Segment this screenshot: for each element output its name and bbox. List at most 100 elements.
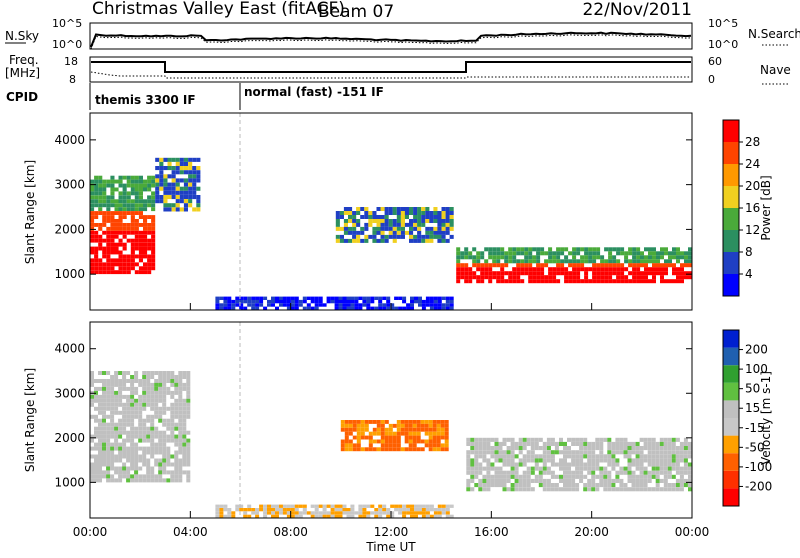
power-cell	[396, 226, 401, 231]
velocity-cell	[571, 437, 576, 442]
freq-panel: Freq. [MHz] 18 8 60 0 Nave	[5, 53, 791, 86]
power-cell	[382, 296, 387, 300]
power-cell	[660, 251, 664, 256]
velocity-cell	[607, 441, 612, 446]
power-cell	[632, 279, 637, 284]
velocity-cell	[506, 450, 511, 455]
power-cell	[183, 157, 188, 162]
velocity-cell	[506, 454, 511, 459]
velocity-cell	[90, 478, 94, 483]
velocity-cell	[118, 478, 123, 483]
velocity-cell	[522, 454, 527, 459]
velocity-cell	[114, 470, 119, 475]
velocity-cell	[138, 466, 143, 471]
velocity-cell	[655, 441, 660, 446]
power-cell	[680, 267, 684, 272]
velocity-cell	[571, 454, 576, 459]
velocity-cell	[142, 474, 147, 479]
power-cell	[648, 251, 652, 256]
velocity-cell	[514, 483, 519, 488]
velocity-cell	[294, 508, 299, 512]
power-cell	[356, 222, 361, 227]
power-cell	[143, 238, 148, 243]
power-cell	[516, 259, 521, 264]
velocity-cell	[166, 454, 171, 459]
power-cell	[286, 306, 291, 310]
velocity-cell	[647, 446, 652, 451]
velocity-cell	[647, 450, 652, 455]
power-cell	[163, 190, 168, 195]
power-colorbar-cell	[723, 274, 739, 296]
velocity-cell	[575, 466, 580, 471]
velocity-cell	[627, 454, 632, 459]
velocity-cell	[102, 386, 106, 391]
velocity-cell	[158, 450, 163, 455]
velocity-cell	[142, 386, 147, 391]
velocity-cell	[522, 487, 527, 492]
power-cell	[102, 270, 107, 275]
velocity-cell	[338, 504, 343, 508]
power-cell	[171, 182, 176, 187]
velocity-cell	[186, 458, 191, 463]
velocity-cell	[647, 454, 652, 459]
power-cell	[98, 187, 103, 192]
power-cell	[286, 303, 291, 307]
velocity-cell	[110, 446, 115, 451]
power-cell	[388, 230, 393, 235]
power-cell	[196, 195, 201, 200]
velocity-cell	[679, 470, 684, 475]
velocity-cell	[166, 446, 171, 451]
power-cell	[508, 255, 513, 260]
velocity-cell	[162, 478, 167, 483]
velocity-cell	[404, 435, 409, 440]
velocity-cell	[635, 441, 640, 446]
velocity-cell	[142, 426, 147, 431]
power-cell	[417, 219, 422, 223]
power-cell	[584, 255, 589, 260]
velocity-cell	[530, 437, 535, 442]
velocity-cell	[635, 462, 640, 467]
velocity-cell	[350, 508, 355, 512]
velocity-cell	[494, 441, 499, 446]
power-cell	[255, 299, 260, 304]
velocity-cell	[514, 446, 519, 451]
power-cell	[343, 222, 348, 227]
velocity-cell	[182, 418, 187, 423]
velocity-cell	[538, 478, 543, 483]
velocity-cell	[134, 414, 139, 419]
velocity-cell	[380, 431, 385, 436]
velocity-cell	[546, 478, 551, 483]
power-cell	[492, 275, 497, 280]
velocity-cell	[478, 450, 483, 455]
velocity-cell	[178, 379, 183, 383]
velocity-cell	[182, 402, 187, 407]
velocity-cell	[90, 382, 94, 387]
velocity-cell	[150, 438, 155, 443]
power-cell	[102, 246, 107, 251]
velocity-cell	[506, 458, 511, 463]
velocity-cell	[130, 375, 135, 379]
power-cell	[380, 238, 385, 243]
power-cell	[596, 267, 601, 272]
power-cell	[476, 259, 481, 264]
velocity-cell	[671, 458, 676, 463]
power-cell	[163, 199, 168, 204]
velocity-cell	[550, 483, 555, 488]
power-cell	[484, 271, 489, 276]
power-cell	[346, 299, 351, 304]
velocity-cell	[302, 511, 307, 515]
velocity-colorbar-cell	[723, 400, 739, 418]
power-cell	[339, 226, 344, 231]
velocity-cell	[114, 394, 119, 399]
velocity-cell	[599, 441, 604, 446]
power-cell	[151, 175, 156, 180]
power-cell	[310, 306, 315, 310]
velocity-cell	[420, 420, 425, 424]
power-cell	[433, 215, 438, 219]
power-cell	[441, 234, 446, 239]
velocity-cell	[102, 438, 106, 443]
velocity-cell	[466, 441, 471, 446]
power-cell	[628, 247, 633, 252]
power-cell	[90, 226, 95, 231]
